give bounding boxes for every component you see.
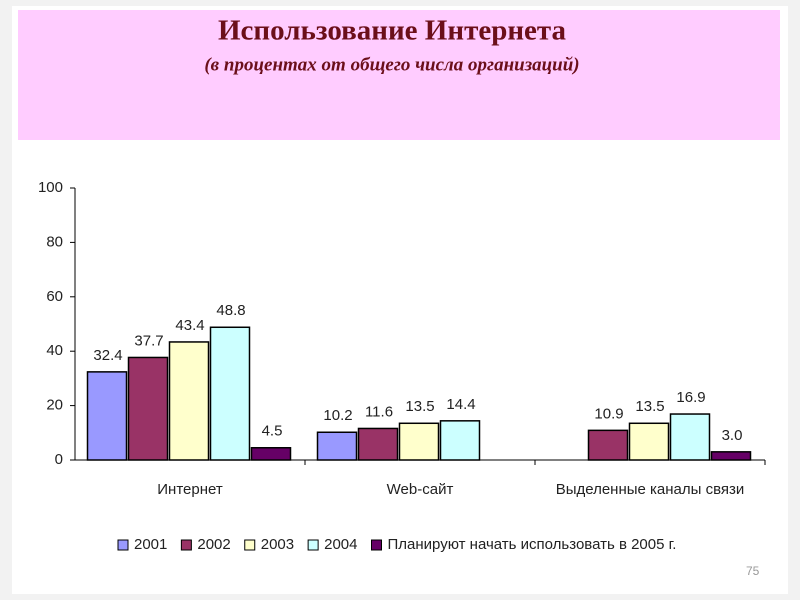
bar bbox=[357, 427, 399, 461]
page-number: 75 bbox=[746, 564, 760, 578]
value-label: 3.0 bbox=[722, 427, 743, 444]
x-tick-label: Интернет bbox=[157, 481, 223, 498]
value-label: 16.9 bbox=[676, 389, 705, 406]
bar bbox=[669, 413, 711, 461]
bar bbox=[316, 431, 358, 461]
value-label: 43.4 bbox=[175, 317, 204, 334]
legend-label: 2003 bbox=[261, 536, 294, 553]
legend-swatch bbox=[244, 539, 256, 551]
value-label: 10.2 bbox=[323, 407, 352, 424]
bar bbox=[628, 422, 670, 461]
legend-label: 2001 bbox=[134, 536, 167, 553]
value-label: 48.8 bbox=[216, 302, 245, 319]
y-tick-label: 20 bbox=[46, 397, 63, 414]
value-label: 37.7 bbox=[134, 332, 163, 349]
bar bbox=[209, 326, 251, 461]
value-label: 13.5 bbox=[635, 398, 664, 415]
bar bbox=[710, 451, 752, 461]
y-tick-label: 60 bbox=[46, 288, 63, 305]
bar bbox=[439, 420, 481, 461]
legend-swatch bbox=[307, 539, 319, 551]
value-label: 32.4 bbox=[93, 347, 122, 364]
bar bbox=[86, 371, 128, 461]
bar bbox=[168, 341, 210, 461]
value-label: 14.4 bbox=[446, 396, 475, 413]
value-label: 13.5 bbox=[405, 398, 434, 415]
bar bbox=[587, 429, 629, 461]
legend-label: Планируют начать использовать в 2005 г. bbox=[388, 536, 677, 553]
chart-title: Использование Интернета bbox=[218, 15, 567, 47]
y-tick-label: 100 bbox=[38, 179, 63, 196]
x-tick-label: Web-сайт bbox=[387, 481, 454, 498]
value-label: 4.5 bbox=[262, 423, 283, 440]
legend-label: 2004 bbox=[324, 536, 357, 553]
legend-swatch bbox=[117, 539, 129, 551]
header-band bbox=[18, 10, 780, 140]
y-tick-label: 0 bbox=[55, 451, 63, 468]
value-label: 10.9 bbox=[594, 405, 623, 422]
legend-label: 2002 bbox=[197, 536, 230, 553]
x-tick-label: Выделенные каналы связи bbox=[556, 481, 745, 498]
legend-swatch bbox=[371, 539, 382, 551]
bar bbox=[250, 447, 292, 461]
y-tick-label: 40 bbox=[46, 342, 63, 359]
legend-swatch bbox=[180, 539, 192, 551]
chart-subtitle: (в процентах от общего числа организаций… bbox=[204, 54, 579, 75]
bar bbox=[127, 356, 169, 461]
bar bbox=[398, 422, 440, 461]
value-label: 11.6 bbox=[365, 403, 393, 420]
y-tick-label: 80 bbox=[46, 233, 63, 250]
